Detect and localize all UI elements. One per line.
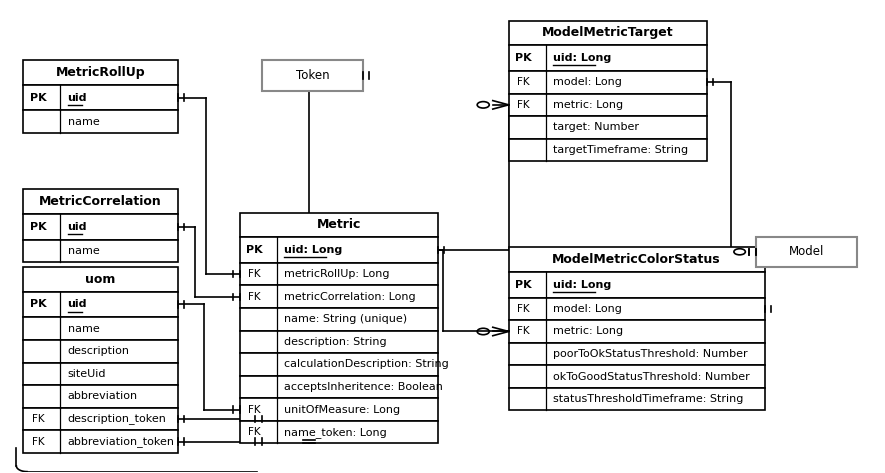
Text: metric: Long: metric: Long [553,326,623,336]
Text: FK: FK [518,77,530,87]
Bar [240,421,438,443]
Text: FK: FK [32,414,45,424]
Bar [23,240,178,263]
Bar [23,85,178,111]
Text: name: name [67,324,99,333]
Text: name: name [67,117,99,127]
Bar [23,385,178,408]
Text: targetTimeframe: String: targetTimeframe: String [553,145,688,155]
Text: name: name [67,246,99,256]
Text: FK: FK [32,437,45,447]
Bar [509,298,765,320]
Text: name_token: Long: name_token: Long [284,427,387,438]
Bar [23,291,178,317]
Bar [240,376,438,398]
Bar [509,116,707,139]
Text: PK: PK [30,299,47,309]
Text: uom: uom [86,273,116,286]
Text: model: Long: model: Long [553,304,621,314]
Bar [240,263,438,285]
Bar [240,212,438,237]
Text: model: Long: model: Long [553,77,621,87]
Bar [509,343,765,365]
Bar [509,320,765,343]
Text: uid: Long: uid: Long [553,280,611,289]
Text: FK: FK [249,427,261,437]
Bar [509,247,765,272]
Bar [509,71,707,94]
Text: metricCorrelation: Long: metricCorrelation: Long [284,292,415,302]
Bar [240,285,438,308]
Text: metricRollUp: Long: metricRollUp: Long [284,269,389,279]
Text: uid: Long: uid: Long [553,53,611,63]
Text: FK: FK [518,100,530,110]
Text: metric: Long: metric: Long [553,100,623,110]
Bar [509,45,707,71]
Text: Metric: Metric [317,218,361,231]
Text: PK: PK [30,93,47,103]
Text: uid: uid [67,93,87,103]
Text: FK: FK [249,269,261,279]
Bar [240,237,438,263]
Text: poorToOkStatusThreshold: Number: poorToOkStatusThreshold: Number [553,349,748,359]
Text: FK: FK [518,304,530,314]
Bar [23,362,178,385]
Bar [509,365,765,388]
Text: abbreviation: abbreviation [67,391,138,402]
Bar [23,317,178,340]
Text: PK: PK [30,222,47,232]
Text: ModelMetricColorStatus: ModelMetricColorStatus [552,253,721,266]
Text: uid: uid [67,299,87,309]
Text: PK: PK [515,53,532,63]
Text: Token: Token [296,69,329,82]
Text: abbreviation_token: abbreviation_token [67,436,174,447]
Bar [240,353,438,376]
Bar [23,340,178,362]
Text: PK: PK [515,280,532,289]
Text: FK: FK [249,404,261,414]
Bar [23,430,178,453]
Text: MetricRollUp: MetricRollUp [56,66,145,79]
Text: name: String (unique): name: String (unique) [284,314,407,324]
Text: description_token: description_token [67,413,166,424]
Text: FK: FK [518,326,530,336]
Text: statusThresholdTimeframe: String: statusThresholdTimeframe: String [553,394,743,404]
Bar [262,60,363,91]
Bar [240,308,438,331]
Text: target: Number: target: Number [553,123,639,132]
Bar [23,267,178,291]
Text: description: description [67,346,129,356]
Text: calculationDescription: String: calculationDescription: String [284,359,449,369]
Bar [23,190,178,214]
Bar [240,398,438,421]
Text: MetricCorrelation: MetricCorrelation [39,195,162,208]
Bar [509,21,707,45]
Bar [23,408,178,430]
Bar [509,272,765,298]
Bar [23,111,178,133]
Bar [23,214,178,240]
Text: acceptsInheritence: Boolean: acceptsInheritence: Boolean [284,382,442,392]
Bar [509,139,707,161]
Text: PK: PK [246,245,263,255]
Bar [509,388,765,411]
Text: okToGoodStatusThreshold: Number: okToGoodStatusThreshold: Number [553,372,750,382]
Text: uid: Long: uid: Long [284,245,342,255]
Bar [23,60,178,85]
Bar [240,331,438,353]
Bar [756,236,858,267]
Text: ModelMetricTarget: ModelMetricTarget [543,26,673,39]
Text: uid: uid [67,222,87,232]
Bar [509,94,707,116]
Text: unitOfMeasure: Long: unitOfMeasure: Long [284,404,400,414]
Text: FK: FK [249,292,261,302]
Text: description: String: description: String [284,337,387,347]
Text: Model: Model [789,245,824,258]
Text: siteUid: siteUid [67,369,106,379]
